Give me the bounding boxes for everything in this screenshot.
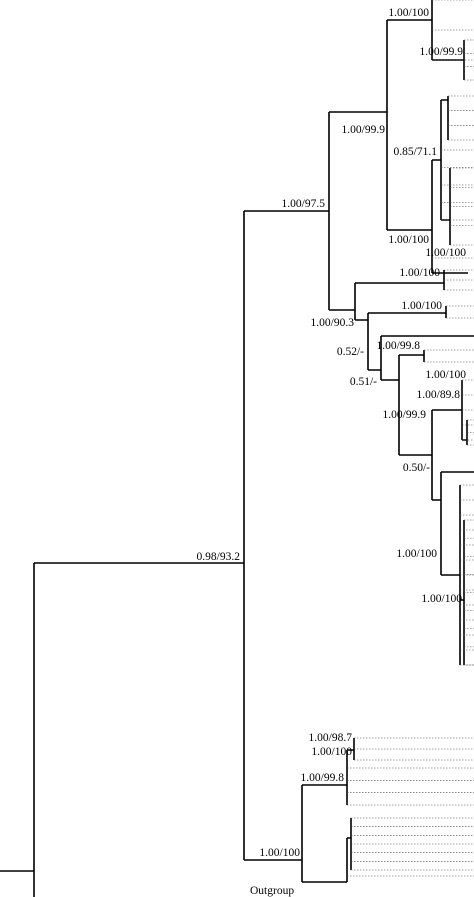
support-label: 1.00/100 — [388, 7, 429, 19]
clade-o-branch — [368, 336, 382, 380]
support-label: 0.51/- — [350, 376, 377, 388]
clade-c-branch — [329, 20, 388, 230]
root-branch — [0, 563, 35, 897]
support-label: 1.00/99.9 — [342, 124, 386, 136]
support-label: 1.00/99.9 — [420, 46, 464, 58]
support-label: 0.98/93.2 — [197, 551, 241, 563]
clade-q-branch — [381, 355, 400, 455]
support-label: 1.00/99.8 — [377, 340, 421, 352]
clade-b-branch — [244, 112, 330, 310]
clade-f-branch — [387, 160, 433, 273]
clade-x-branch — [441, 485, 461, 665]
support-label: 1.00/100 — [396, 548, 437, 560]
clade-ac-branch — [302, 838, 348, 883]
tree-leaves — [347, 0, 474, 877]
clade-k-branch — [329, 283, 356, 320]
clade-r-branch — [399, 350, 425, 362]
support-label: 1.00/99.8 — [301, 772, 345, 784]
support-label: 0.52/- — [337, 346, 364, 358]
clade-s-branch — [399, 410, 433, 500]
clade-h-branch — [441, 96, 449, 140]
support-label: 1.00/99.9 — [383, 409, 427, 421]
ingroup-branch — [34, 211, 245, 860]
support-label: 1.00/89.8 — [417, 389, 461, 401]
clade-n-branch — [368, 306, 447, 318]
support-label: 1.00/98.7 — [309, 732, 353, 744]
clade-z-branch — [244, 785, 303, 882]
support-label: 1.00/100 — [399, 267, 440, 279]
support-label: 1.00/90.3 — [311, 317, 355, 329]
support-label: 1.00/97.5 — [282, 198, 326, 210]
support-label: 1.00/100 — [388, 234, 429, 246]
support-label: 1.00/100 — [421, 593, 462, 605]
outgroup-label: Outgroup — [250, 885, 294, 897]
support-label: 1.00/100 — [425, 247, 466, 259]
support-label: 0.50/- — [403, 462, 430, 474]
support-label: 1.00/100 — [401, 300, 442, 312]
support-labels: 1.00/100 1.00/99.9 1.00/99.9 0.85/71.1 1… — [197, 7, 467, 897]
support-label: 1.00/100 — [425, 369, 466, 381]
clade-v-branch — [432, 472, 442, 575]
clade-aa-branch — [302, 750, 348, 805]
support-label: 1.00/100 — [259, 847, 300, 859]
support-label: 1.00/100 — [311, 746, 352, 758]
clade-m-branch — [355, 313, 369, 370]
clade-g-branch — [432, 100, 442, 220]
clade-i-branch — [441, 168, 451, 245]
support-label: 0.85/71.1 — [394, 146, 438, 158]
